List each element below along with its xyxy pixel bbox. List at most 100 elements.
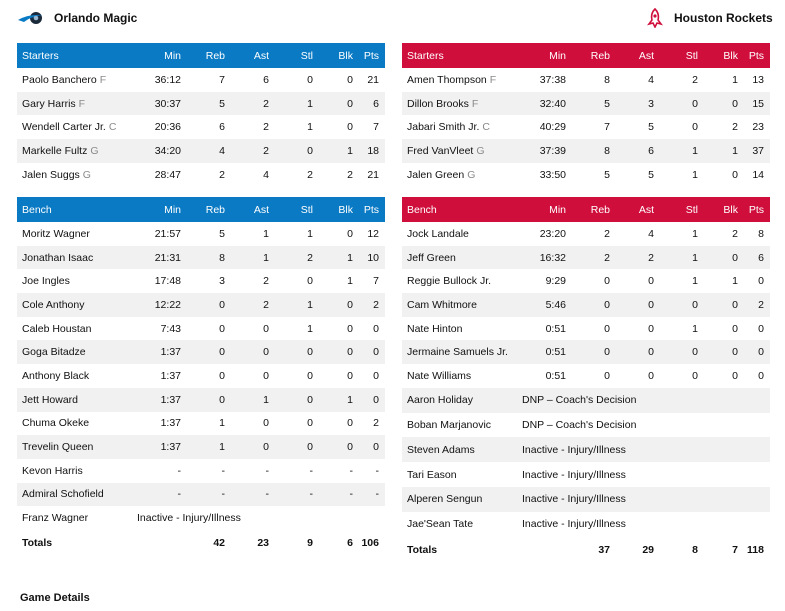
column-header-ast[interactable]: Ast (231, 197, 275, 222)
stat-blk: 0 (732, 322, 738, 335)
player-row: Fred VanVleet G 37:39 8 6 1 1 37 (402, 139, 770, 163)
player-name[interactable]: Jonathan Isaac (22, 251, 94, 264)
column-header-reb[interactable]: Reb (187, 43, 231, 68)
column-header-reb[interactable]: Reb (572, 43, 616, 68)
player-name[interactable]: Wendell Carter Jr. (22, 121, 106, 134)
player-name[interactable]: Jock Landale (407, 227, 469, 240)
column-header-stl[interactable]: Stl (660, 43, 704, 68)
stat-pts: 0 (758, 275, 764, 288)
stat-ast: 0 (231, 435, 275, 459)
player-name[interactable]: Jermaine Samuels Jr. (407, 346, 508, 359)
stat-reb: 0 (219, 322, 225, 335)
column-header-pts[interactable]: Pts (359, 43, 385, 68)
stat-stl: 2 (307, 168, 313, 181)
player-row: Markelle Fultz G 34:20 4 2 0 1 18 (17, 139, 385, 163)
column-header-min[interactable]: Min (137, 197, 187, 222)
player-name[interactable]: Trevelin Queen (22, 441, 94, 454)
player-name[interactable]: Boban Marjanovic (407, 419, 492, 431)
column-header-stl[interactable]: Stl (660, 197, 704, 222)
player-name[interactable]: Reggie Bullock Jr. (407, 275, 492, 288)
player-name[interactable]: Franz Wagner (22, 512, 89, 525)
column-header-reb[interactable]: Reb (572, 197, 616, 222)
player-name[interactable]: Dillon Brooks (407, 97, 469, 110)
stat-pts: 0 (359, 340, 385, 365)
player-name[interactable]: Kevon Harris (22, 464, 83, 477)
player-name[interactable]: Jabari Smith Jr. (407, 121, 480, 134)
player-name[interactable]: Markelle Fultz (22, 144, 88, 157)
player-name[interactable]: Nate Hinton (407, 322, 463, 335)
player-name[interactable]: Jett Howard (22, 393, 79, 406)
player-row: Chuma Okeke 1:37 1 0 0 0 2 (17, 412, 385, 436)
player-name[interactable]: Cam Whitmore (407, 298, 478, 311)
player-name[interactable]: Moritz Wagner (22, 227, 90, 240)
home-team-name[interactable]: Orlando Magic (54, 11, 138, 25)
column-header-blk[interactable]: Blk (704, 43, 744, 68)
column-header-stl[interactable]: Stl (275, 43, 319, 68)
stat-ast: 0 (263, 369, 269, 382)
player-name[interactable]: Amen Thompson (407, 73, 487, 86)
player-name[interactable]: Jalen Suggs (22, 168, 80, 181)
stat-blk: 1 (732, 275, 738, 288)
stat-stl: 1 (692, 322, 698, 335)
game-details-heading[interactable]: Game Details (20, 592, 90, 604)
player-name[interactable]: Alperen Sengun (407, 493, 483, 506)
player-name[interactable]: Chuma Okeke (22, 417, 90, 430)
away-starters-table: Starters Min Reb Ast Stl Blk Pts Amen Thompson… (402, 43, 770, 186)
stat-reb: 4 (187, 139, 231, 163)
column-header-pts[interactable]: Pts (744, 43, 770, 68)
player-name[interactable]: Jalen Green (407, 168, 465, 181)
player-name[interactable]: Caleb Houstan (22, 322, 92, 335)
column-header-min[interactable]: Min (522, 43, 572, 68)
player-name[interactable]: Fred VanVleet (407, 144, 474, 157)
rockets-logo-icon (647, 8, 663, 28)
column-header-bench[interactable]: Bench (402, 197, 522, 222)
column-header-min[interactable]: Min (137, 43, 187, 68)
player-name[interactable]: Goga Bitadze (22, 346, 86, 359)
column-header-pts[interactable]: Pts (359, 197, 385, 222)
player-name[interactable]: Jeff Green (407, 251, 456, 264)
away-team-name[interactable]: Houston Rockets (674, 11, 773, 25)
player-row: Admiral Schofield - - - - - - (17, 482, 385, 507)
column-header-min[interactable]: Min (522, 197, 572, 222)
totals-stl: 8 (660, 536, 704, 563)
column-header-blk[interactable]: Blk (704, 197, 744, 222)
player-row: Anthony Black 1:37 0 0 0 0 0 (17, 364, 385, 388)
column-header-starters[interactable]: Starters (402, 43, 522, 68)
column-header-stl[interactable]: Stl (275, 197, 319, 222)
stat-reb: 2 (604, 227, 610, 240)
stat-stl: 0 (307, 275, 313, 288)
stat-stl: 1 (275, 91, 319, 116)
away-team-header: Houston Rockets (646, 8, 773, 28)
player-name[interactable]: Tari Eason (407, 468, 457, 481)
player-name[interactable]: Nate Williams (407, 369, 472, 382)
column-header-ast[interactable]: Ast (616, 43, 660, 68)
magic-logo-icon (18, 12, 42, 24)
column-header-starters[interactable]: Starters (17, 43, 137, 68)
player-name[interactable]: Gary Harris (22, 97, 76, 110)
player-name[interactable]: Paolo Banchero (22, 73, 97, 86)
player-name[interactable]: Cole Anthony (22, 298, 85, 311)
player-name[interactable]: Anthony Black (22, 369, 90, 382)
column-header-bench[interactable]: Bench (17, 197, 137, 222)
column-header-ast[interactable]: Ast (616, 197, 660, 222)
player-name[interactable]: Steven Adams (407, 443, 475, 456)
column-header-reb[interactable]: Reb (187, 197, 231, 222)
column-header-blk[interactable]: Blk (319, 197, 359, 222)
player-name[interactable]: Admiral Schofield (22, 488, 104, 501)
column-header-pts[interactable]: Pts (744, 197, 770, 222)
stat-stl: 0 (692, 121, 698, 134)
stat-min: 20:36 (154, 121, 181, 134)
player-row: Jabari Smith Jr. C 40:29 7 5 0 2 23 (402, 115, 770, 139)
totals-ast: 29 (616, 536, 660, 563)
player-name-cell: Jalen Green G (402, 163, 522, 187)
player-name[interactable]: Aaron Holiday (407, 394, 473, 407)
player-name-cell: Moritz Wagner (17, 222, 137, 246)
player-row: Jett Howard 1:37 0 1 0 1 0 (17, 387, 385, 412)
stat-min: 23:20 (539, 227, 566, 240)
player-name[interactable]: Joe Ingles (22, 275, 70, 288)
player-name-cell: Jabari Smith Jr. C (402, 115, 522, 139)
stat-ast: 4 (648, 227, 654, 240)
column-header-ast[interactable]: Ast (231, 43, 275, 68)
player-name[interactable]: Jae'Sean Tate (407, 518, 474, 531)
column-header-blk[interactable]: Blk (319, 43, 359, 68)
